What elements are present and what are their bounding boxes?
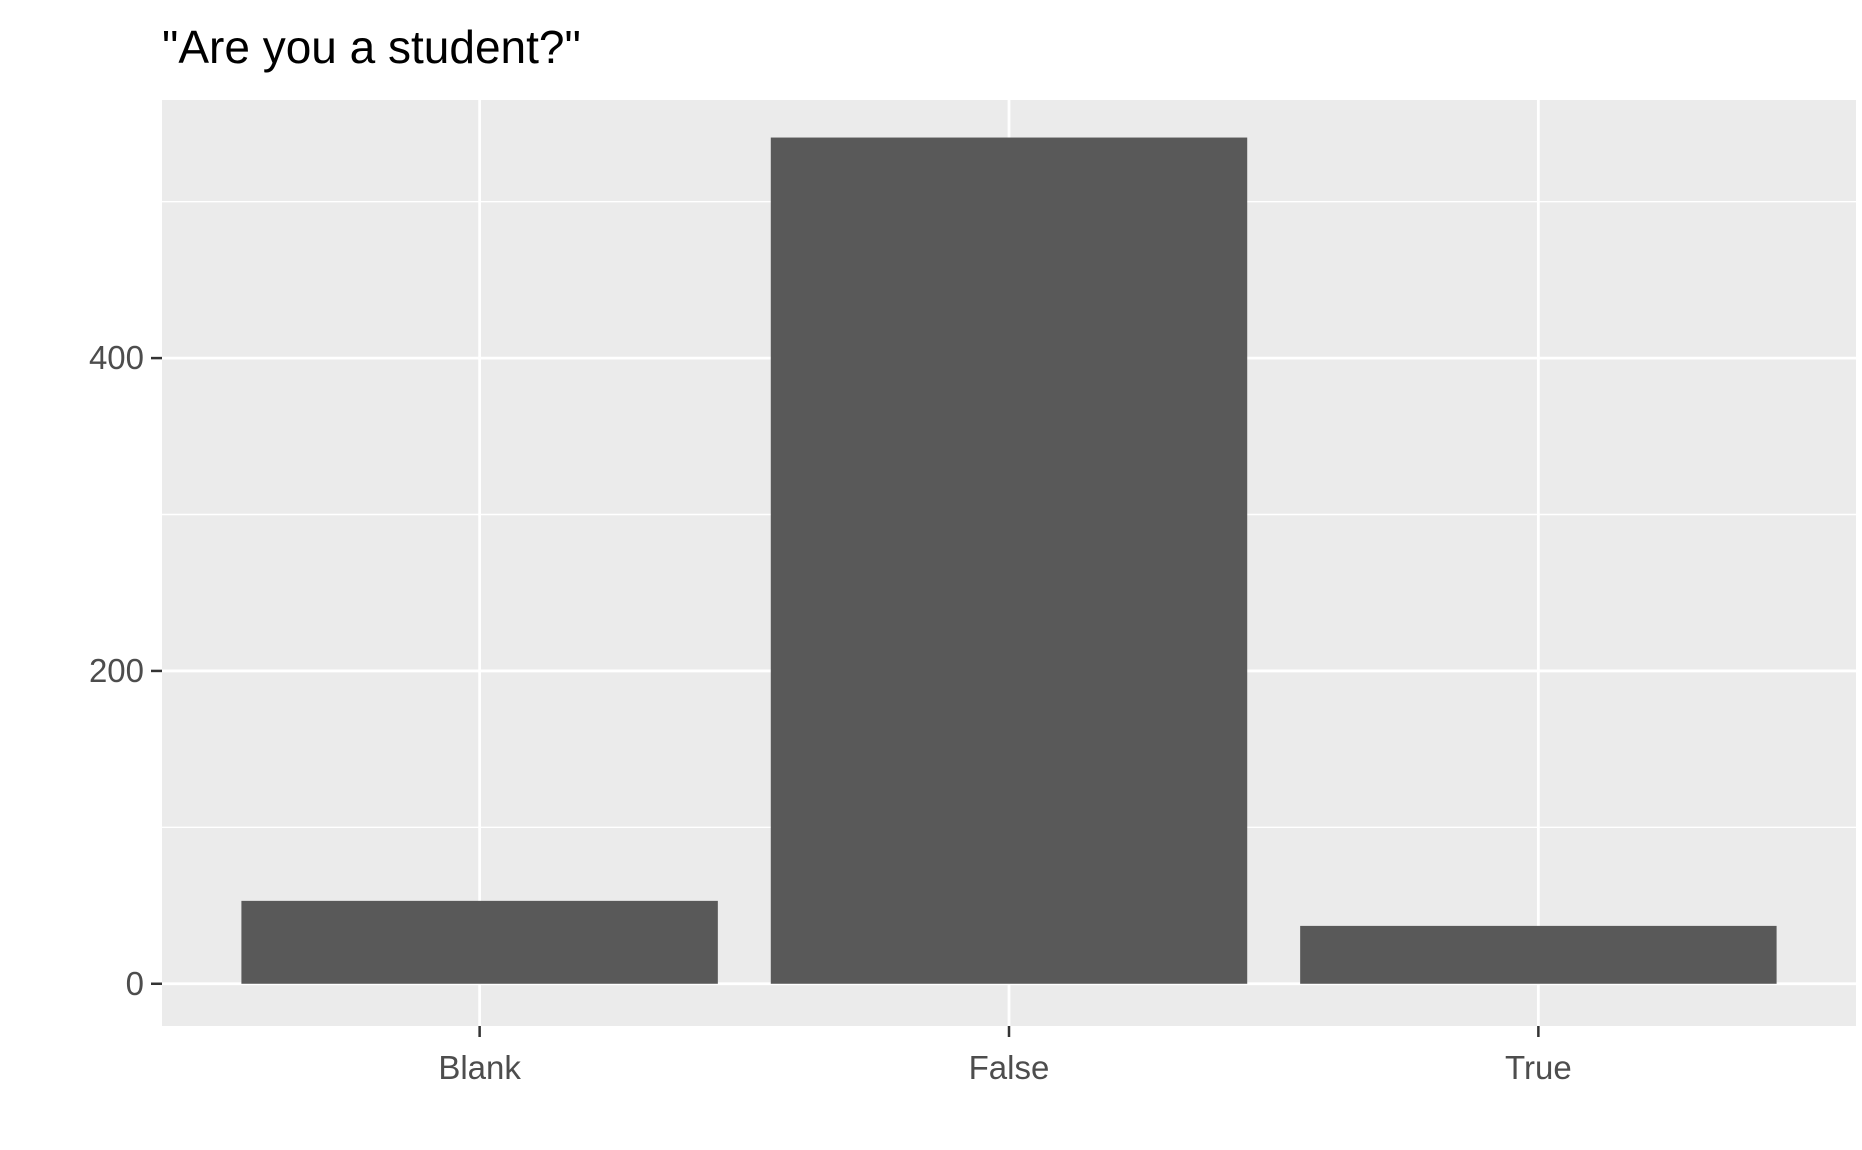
bar-blank xyxy=(241,900,718,984)
bar-true xyxy=(1300,925,1777,984)
bar-false xyxy=(770,137,1248,984)
x-tick-label: True xyxy=(1505,1049,1572,1086)
x-axis: Blank False True xyxy=(438,1026,1572,1086)
chart-title: "Are you a student?" xyxy=(162,21,581,73)
bars xyxy=(241,137,1777,984)
x-tick-label: False xyxy=(969,1049,1050,1086)
x-tick-label: Blank xyxy=(438,1049,521,1086)
y-tick-label: 400 xyxy=(89,339,144,376)
y-tick-label: 0 xyxy=(126,965,144,1002)
y-axis: 0 200 400 xyxy=(89,339,162,1002)
y-tick-label: 200 xyxy=(89,652,144,689)
